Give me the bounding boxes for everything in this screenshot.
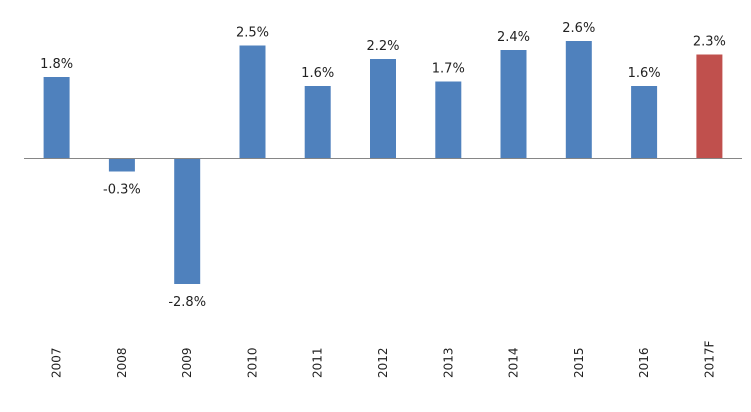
bar-2011 bbox=[304, 86, 331, 158]
bar-2014 bbox=[500, 50, 527, 158]
x-tick-label-2009: 2009 bbox=[180, 347, 194, 378]
data-label-2014: 2.4% bbox=[497, 30, 530, 45]
bar-2008 bbox=[108, 158, 135, 172]
data-label-2008: -0.3% bbox=[103, 183, 141, 198]
bar-2007 bbox=[43, 77, 70, 158]
x-tick-label-2016: 2016 bbox=[637, 347, 651, 378]
x-tick-label-2013: 2013 bbox=[441, 347, 455, 378]
x-tick-label-2007: 2007 bbox=[50, 347, 64, 378]
data-label-2015: 2.6% bbox=[562, 21, 595, 36]
bar-2017f bbox=[696, 54, 723, 158]
bar-2015 bbox=[565, 41, 592, 158]
data-label-2017f: 2.3% bbox=[693, 35, 726, 50]
bar-2010 bbox=[239, 45, 266, 158]
x-tick-label-2010: 2010 bbox=[246, 347, 260, 378]
x-tick-label-2008: 2008 bbox=[115, 347, 129, 378]
x-tick-label-2012: 2012 bbox=[376, 347, 390, 378]
data-label-2011: 1.6% bbox=[301, 66, 334, 81]
x-tick-label-2015: 2015 bbox=[572, 347, 586, 378]
bar-2016 bbox=[631, 86, 658, 158]
x-tick-labels-group: 2007 2008 2009 2010 2011 2012 2013 2014 2015 2016… bbox=[50, 340, 717, 378]
data-label-2009: -2.8% bbox=[168, 295, 206, 310]
bars-group bbox=[43, 41, 723, 284]
x-tick-label-2014: 2014 bbox=[507, 347, 521, 378]
data-label-2016: 1.6% bbox=[628, 66, 661, 81]
data-label-2013: 1.7% bbox=[432, 62, 465, 77]
bar-2012 bbox=[370, 59, 396, 158]
data-labels-group: 1.8% -0.3% -2.8% 2.5% 1.6% 2.2% 1.7% 2.4% 2.6% 1.… bbox=[40, 21, 726, 310]
data-label-2012: 2.2% bbox=[366, 39, 399, 54]
x-tick-label-2017f: 2017F bbox=[702, 340, 716, 378]
data-label-2010: 2.5% bbox=[236, 26, 269, 41]
bar-2009 bbox=[174, 158, 201, 284]
bar-2013 bbox=[435, 81, 462, 158]
data-label-2007: 1.8% bbox=[40, 57, 73, 72]
x-tick-label-2011: 2011 bbox=[311, 347, 325, 378]
